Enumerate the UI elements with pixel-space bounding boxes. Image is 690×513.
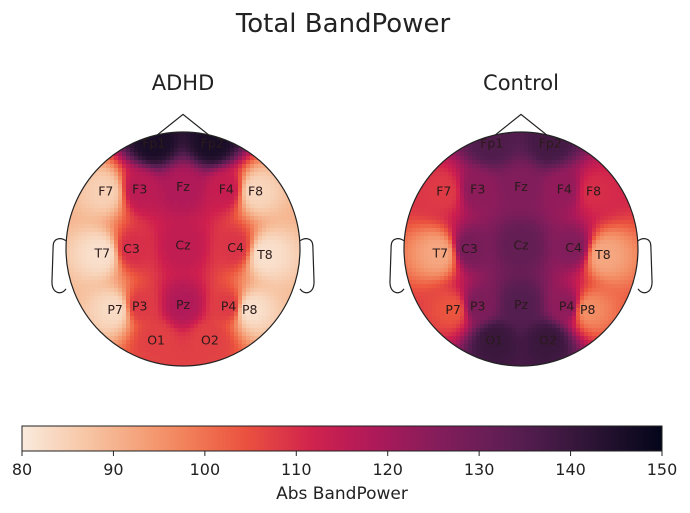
electrode-label: Fp1 <box>480 136 503 151</box>
electrode-label: O1 <box>485 332 503 347</box>
topomap-control: Control Fp1 Fp2 F7 F3 Fz F4 F8 T7 C3 Cz C4 T8 P7 P3 Pz P… <box>389 71 653 367</box>
left-ear-outline <box>389 238 405 294</box>
electrode-label: T7 <box>431 246 448 261</box>
electrode-label: F3 <box>470 181 485 196</box>
electrode-label: Fz <box>176 179 190 194</box>
electrode-label: O2 <box>201 332 219 347</box>
electrode-label: Fp1 <box>142 136 165 151</box>
topomap-adhd: ADHD Fp1 Fp2 F7 F3 Fz F4 F8 T7 C3 Cz C4 T8 P7 P3 Pz P4 P8… <box>51 71 315 367</box>
electrode-label: Pz <box>514 297 529 312</box>
electrode-label: O2 <box>539 332 557 347</box>
colorbar-bar <box>21 425 663 452</box>
heatmap-field <box>404 132 638 366</box>
electrode-label: F4 <box>219 181 234 196</box>
figure-title: Total BandPower <box>235 9 451 39</box>
colorbar-tick-label: 120 <box>372 460 403 479</box>
subplot-title: ADHD <box>152 71 215 95</box>
colorbar-tick-label: 150 <box>647 460 678 479</box>
heatmap-field <box>66 132 300 366</box>
electrode-label: F8 <box>248 184 263 199</box>
electrode-label: F7 <box>436 184 451 199</box>
head-outline <box>403 131 639 367</box>
colorbar-tick-label: 130 <box>464 460 495 479</box>
electrode-label: Cz <box>175 237 191 252</box>
electrode-label: C3 <box>461 241 478 256</box>
nose-outline <box>494 113 548 136</box>
electrode-label: P7 <box>107 302 123 317</box>
colorbar-tick-label: 110 <box>281 460 312 479</box>
electrode-label: Fp2 <box>539 136 562 151</box>
electrode-label: F3 <box>132 181 147 196</box>
colorbar-tick-label: 90 <box>103 460 123 479</box>
colorbar: 80 90 100 110 120 130 140 150 Abs BandPower <box>12 425 677 504</box>
colorbar-tick-label: 80 <box>12 460 32 479</box>
nose-outline <box>156 113 210 136</box>
electrode-label: P4 <box>221 298 237 313</box>
colorbar-tick-label: 100 <box>190 460 221 479</box>
electrode-label: C4 <box>565 240 582 255</box>
colorbar-label: Abs BandPower <box>276 484 408 504</box>
electrode-label: F8 <box>586 184 601 199</box>
right-ear-outline <box>637 238 653 294</box>
colorbar-tick-label: 140 <box>555 460 586 479</box>
left-ear-outline <box>51 238 67 294</box>
electrode-label: Fz <box>514 179 528 194</box>
electrode-label: P8 <box>242 302 258 317</box>
electrode-label: T7 <box>93 246 110 261</box>
electrode-label: P8 <box>580 302 596 317</box>
electrode-label: Pz <box>176 297 191 312</box>
electrode-label: P3 <box>132 298 148 313</box>
head-outline <box>65 131 301 367</box>
colorbar-ticks: 80 90 100 110 120 130 140 150 <box>12 451 677 479</box>
electrode-label: F7 <box>98 184 113 199</box>
electrode-label: T8 <box>256 247 273 262</box>
electrode-label: P4 <box>559 298 575 313</box>
electrode-label: P3 <box>470 298 486 313</box>
right-ear-outline <box>299 238 315 294</box>
electrode-label: T8 <box>594 247 611 262</box>
electrode-label: O1 <box>147 332 165 347</box>
electrode-label: Fp2 <box>201 136 224 151</box>
electrode-label: C4 <box>227 240 244 255</box>
subplot-title: Control <box>483 71 559 95</box>
electrode-label: Cz <box>513 237 529 252</box>
electrode-label: F4 <box>557 181 572 196</box>
electrode-label: C3 <box>123 241 140 256</box>
electrode-label: P7 <box>445 302 461 317</box>
